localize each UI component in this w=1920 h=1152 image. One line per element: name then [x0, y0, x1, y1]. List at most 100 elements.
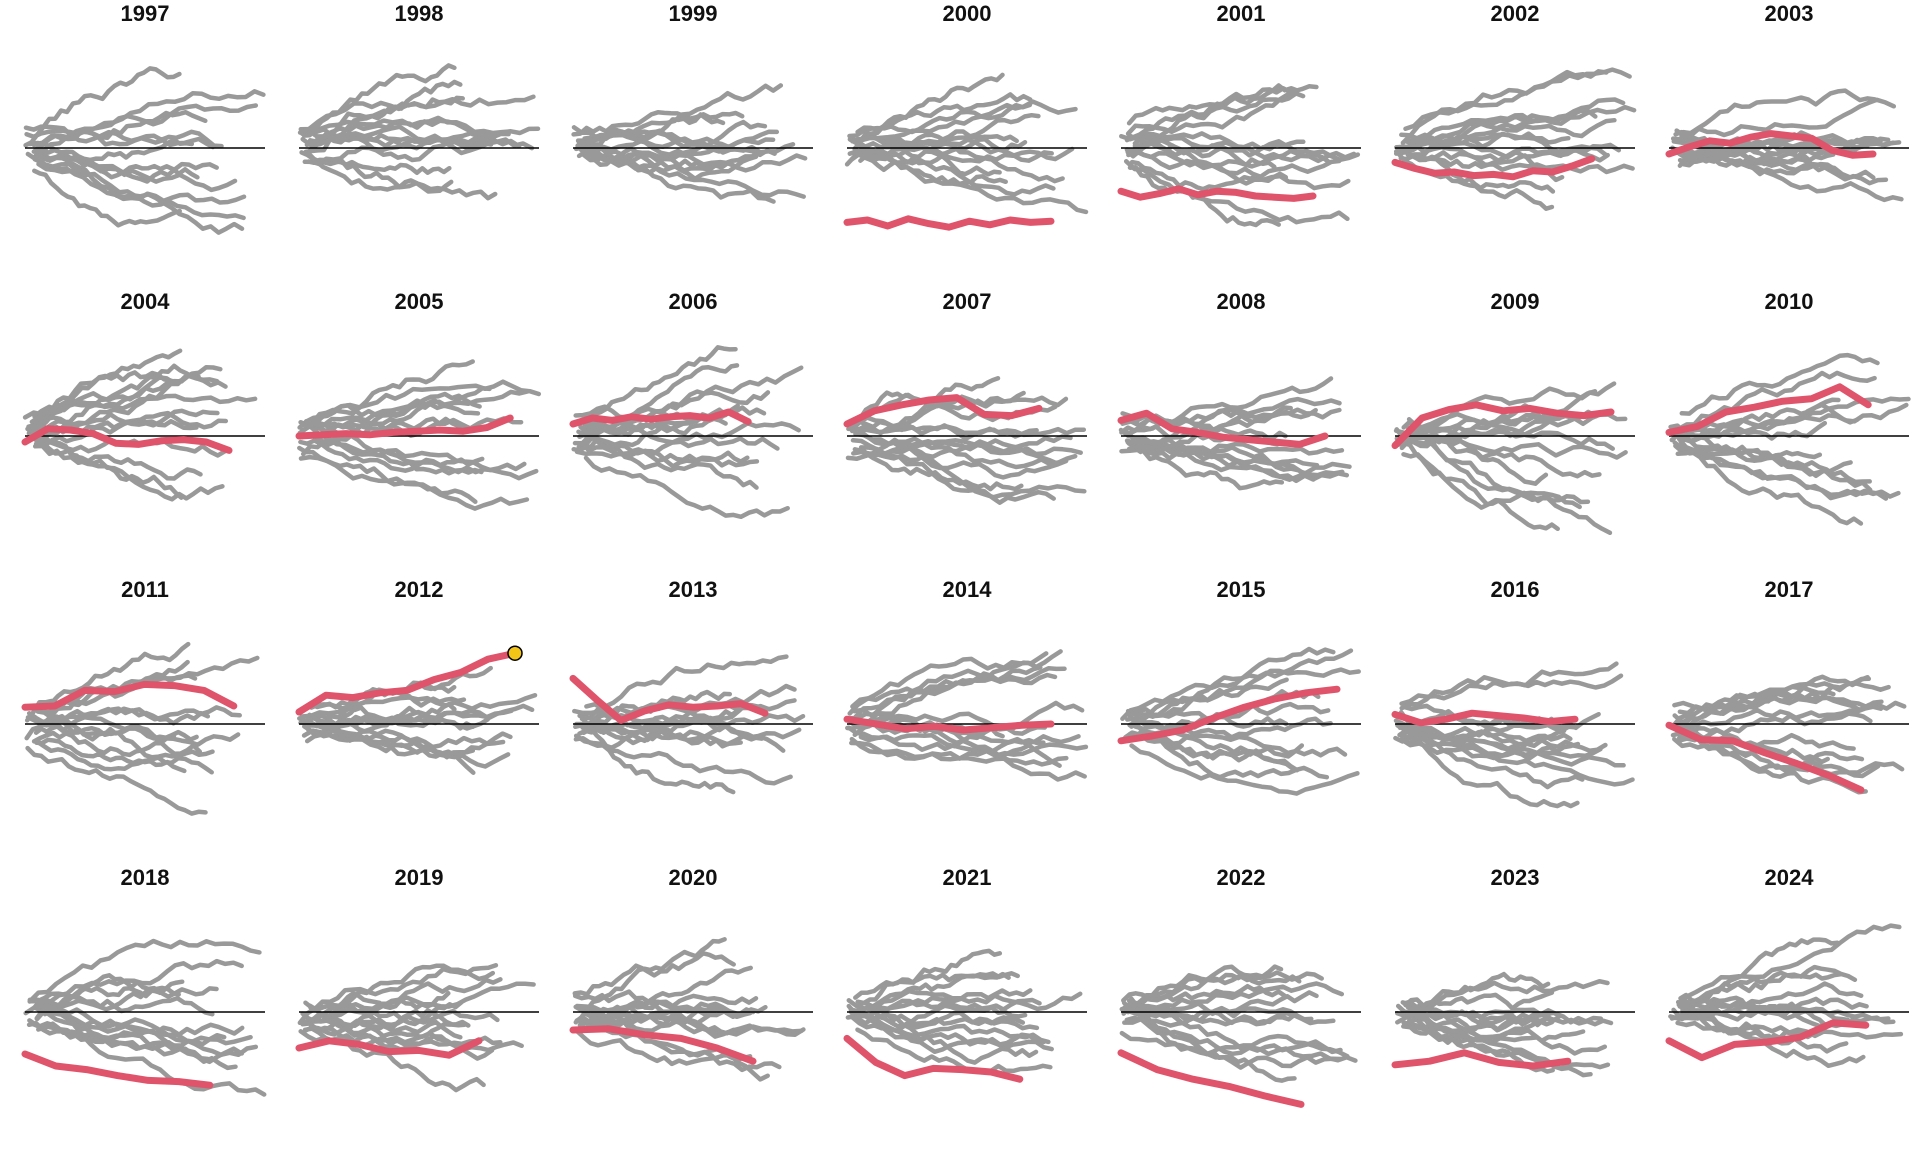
panel-plot — [1665, 88, 1909, 203]
panel-2022: 2022 — [1117, 864, 1395, 1152]
panel-2023: 2023 — [1391, 864, 1669, 1152]
gray-series-line — [848, 1003, 1028, 1029]
panel-plot — [571, 83, 813, 204]
gray-series-line — [36, 161, 245, 235]
panel-title: 2015 — [1216, 577, 1266, 602]
panel-plot — [569, 345, 813, 520]
gray-series-line — [573, 937, 727, 1025]
gray-series-line — [1679, 352, 1880, 416]
gray-series-line — [308, 1000, 464, 1037]
gray-series-line — [846, 724, 1048, 749]
highlight-series-line — [1391, 155, 1596, 181]
panel-2021: 2021 — [843, 864, 1121, 1152]
gray-series-line — [571, 110, 745, 137]
panel-plot — [1117, 83, 1361, 228]
panel-2014: 2014 — [843, 576, 1121, 864]
panel-title: 2010 — [1764, 289, 1814, 314]
panel-title: 2019 — [394, 865, 444, 890]
gray-series-line — [36, 1021, 227, 1048]
gray-series-line — [582, 420, 780, 451]
panel-1998: 1998 — [297, 0, 573, 288]
gray-series-line — [32, 168, 182, 228]
gray-series-line — [23, 124, 224, 149]
panel-2002: 2002 — [1391, 0, 1669, 288]
panel-plot — [1665, 923, 1909, 1069]
gray-series-line — [299, 150, 454, 194]
gray-series-line — [1123, 159, 1350, 225]
panel-title: 2013 — [668, 577, 718, 602]
panel-2024: 2024 — [1665, 864, 1920, 1152]
gray-series-line — [854, 665, 1043, 730]
highlight-series-line — [21, 680, 238, 711]
gray-series-line — [849, 1014, 1047, 1047]
panel-2017: 2017 — [1665, 576, 1920, 864]
gray-series-line — [1119, 1030, 1350, 1059]
gray-series-line — [1677, 397, 1841, 445]
gray-series-line — [576, 119, 768, 148]
gray-series-line — [581, 83, 784, 149]
panel-title: 2020 — [668, 865, 718, 890]
gray-series-line — [299, 431, 527, 473]
gray-series-line — [36, 705, 242, 728]
gray-series-line — [300, 124, 535, 156]
panel-plot — [295, 963, 539, 1093]
gray-series-line — [35, 153, 200, 180]
gray-series-line — [1132, 83, 1300, 146]
panel-title: 2001 — [1216, 1, 1266, 26]
gray-series-line — [852, 714, 1046, 754]
panel-1997: 1997 — [23, 0, 299, 288]
gray-series-line — [1677, 964, 1858, 1011]
highlight-series-line — [843, 715, 1055, 734]
gray-series-line — [583, 721, 736, 795]
gray-series-line — [1121, 964, 1302, 1016]
gray-series-line — [1131, 1008, 1336, 1027]
gray-series-line — [585, 965, 753, 1029]
panel-2010: 2010 — [1665, 288, 1920, 576]
gray-series-line — [297, 716, 506, 750]
gray-series-line — [1668, 1005, 1891, 1022]
gray-series-line — [27, 140, 238, 193]
gray-series-line — [578, 424, 750, 464]
gray-series-line — [22, 393, 258, 420]
gray-series-line — [572, 951, 736, 997]
gray-series-line — [583, 428, 759, 490]
panel-title: 2018 — [120, 865, 170, 890]
gray-series-line — [1679, 133, 1904, 203]
gray-series-line — [1678, 998, 1896, 1029]
panel-title: 2005 — [394, 289, 444, 314]
highlight-series-line — [21, 1050, 214, 1089]
gray-series-line — [855, 988, 1083, 1012]
gray-series-line — [1405, 1004, 1551, 1028]
gray-series-line — [1401, 971, 1551, 1012]
gray-series-line — [36, 1004, 267, 1097]
panel-title: 2008 — [1216, 289, 1266, 314]
highlight-series-line — [843, 215, 1055, 231]
gray-series-line — [33, 109, 208, 152]
gray-series-line — [1401, 733, 1580, 809]
gray-series-line — [303, 389, 531, 428]
gray-series-line — [1676, 923, 1902, 1008]
gray-series-line — [1679, 691, 1884, 726]
gray-series-line — [1393, 138, 1622, 160]
panel-plot — [1391, 381, 1635, 536]
panel-title: 2011 — [121, 577, 169, 602]
gray-series-line — [35, 739, 214, 775]
gray-series-line — [35, 428, 184, 500]
panel-plot — [295, 359, 542, 511]
highlight-series-line — [1391, 401, 1615, 450]
panel-2018: 2018 — [21, 864, 299, 1152]
highlight-series-line — [569, 674, 769, 724]
gray-series-line — [310, 981, 536, 1024]
gray-series-line — [301, 63, 457, 138]
gray-series-line — [1396, 435, 1628, 460]
gray-series-line — [304, 79, 463, 148]
highlight-series-line — [295, 1037, 483, 1059]
panel-2003: 2003 — [1665, 0, 1920, 288]
panel-2020: 2020 — [569, 864, 847, 1152]
gray-series-line — [1678, 711, 1873, 743]
gray-series-line — [856, 1010, 1026, 1034]
gray-series-line — [845, 438, 1083, 461]
gray-series-line — [1124, 990, 1319, 1028]
panel-2011: 2011 — [21, 576, 299, 864]
gray-series-line — [855, 133, 1065, 184]
